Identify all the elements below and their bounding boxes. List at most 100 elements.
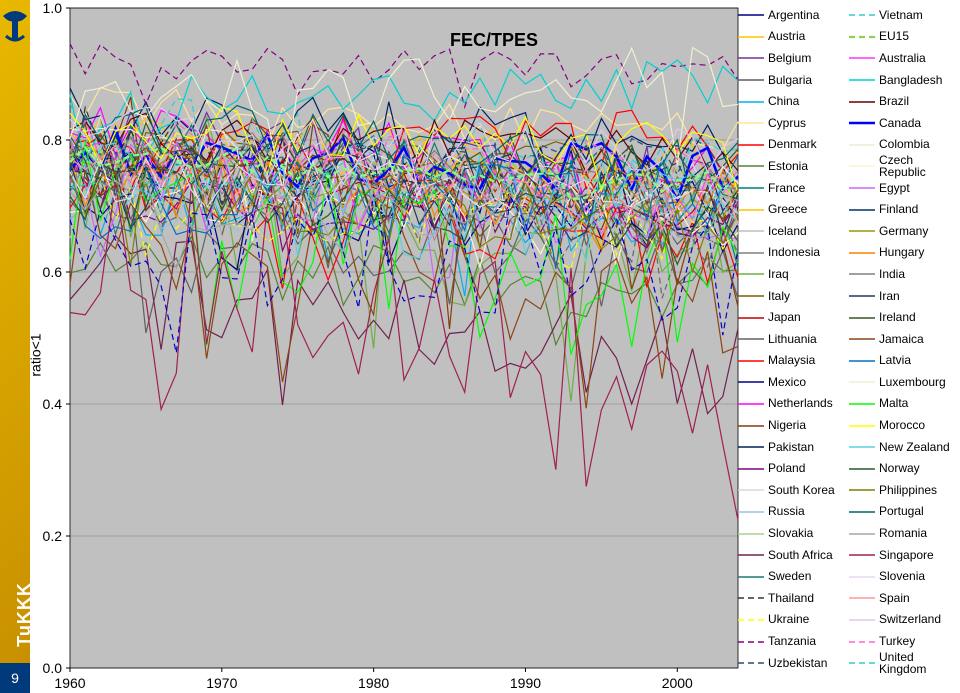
legend-item: Germany (849, 220, 960, 242)
legend-item: Italy (738, 285, 849, 307)
legend-item: Finland (849, 198, 960, 220)
legend-item: Canada (849, 112, 960, 134)
legend-item: Norway (849, 457, 960, 479)
legend-label: Pakistan (768, 441, 814, 453)
svg-text:1970: 1970 (206, 675, 237, 691)
legend-label: China (768, 95, 799, 107)
legend-label: Romania (879, 527, 927, 539)
legend-label: Bulgaria (768, 74, 812, 86)
legend-label: Belgium (768, 52, 811, 64)
legend-label: Portugal (879, 505, 924, 517)
legend-label: South Korea (768, 484, 835, 496)
legend-label: Canada (879, 117, 921, 129)
svg-text:0.0: 0.0 (43, 660, 63, 676)
legend-item: South Korea (738, 479, 849, 501)
legend-label: Ireland (879, 311, 916, 323)
legend-item: Iran (849, 285, 960, 307)
legend-label: Iraq (768, 268, 789, 280)
legend-label: Tanzania (768, 635, 816, 647)
legend-label: Cyprus (768, 117, 806, 129)
legend-label: Brazil (879, 95, 909, 107)
legend-item: Iceland (738, 220, 849, 242)
legend-item: Malaysia (738, 350, 849, 372)
legend-label: United Kingdom (879, 651, 960, 675)
legend-label: Luxembourg (879, 376, 946, 388)
legend-label: Latvia (879, 354, 911, 366)
legend-item: Belgium (738, 47, 849, 69)
legend-item: New Zealand (849, 436, 960, 458)
legend-label: Vietnam (879, 9, 923, 21)
legend-item: Austria (738, 26, 849, 48)
legend-label: Sweden (768, 570, 811, 582)
legend-label: Czech Republic (879, 154, 960, 178)
legend-item: Spain (849, 587, 960, 609)
legend-item: Philippines (849, 479, 960, 501)
legend-item: Tanzania (738, 630, 849, 652)
svg-text:0.4: 0.4 (43, 396, 63, 412)
legend-label: Estonia (768, 160, 808, 172)
legend-item: South Africa (738, 544, 849, 566)
legend-label: Norway (879, 462, 920, 474)
legend-label: Ukraine (768, 613, 809, 625)
legend-item: Netherlands (738, 393, 849, 415)
legend-item: Russia (738, 501, 849, 523)
legend-label: Jamaica (879, 333, 924, 345)
legend-label: Uzbekistan (768, 657, 827, 669)
legend-label: EU15 (879, 30, 909, 42)
legend-item: Mexico (738, 371, 849, 393)
legend-label: Iran (879, 290, 900, 302)
legend-item: Estonia (738, 155, 849, 177)
legend-label: South Africa (768, 549, 833, 561)
legend-label: Switzerland (879, 613, 941, 625)
legend-item: Latvia (849, 350, 960, 372)
legend-item: Czech Republic (849, 155, 960, 177)
svg-text:1960: 1960 (54, 675, 85, 691)
legend-item: Hungary (849, 242, 960, 264)
legend-item: Nigeria (738, 414, 849, 436)
legend-item: Thailand (738, 587, 849, 609)
legend-item: Poland (738, 457, 849, 479)
legend-label: Argentina (768, 9, 819, 21)
legend-item: Cyprus (738, 112, 849, 134)
brand-logo-icon (0, 6, 30, 56)
legend-item: Morocco (849, 414, 960, 436)
legend-label: Russia (768, 505, 805, 517)
legend-label: Egypt (879, 182, 910, 194)
legend-label: Netherlands (768, 397, 833, 409)
legend-label: Indonesia (768, 246, 820, 258)
legend-item: Ukraine (738, 609, 849, 631)
legend-item: Bulgaria (738, 69, 849, 91)
legend-item: Luxembourg (849, 371, 960, 393)
legend-label: Australia (879, 52, 926, 64)
legend-label: Morocco (879, 419, 925, 431)
legend-item: India (849, 263, 960, 285)
legend-item: Pakistan (738, 436, 849, 458)
legend-item: Australia (849, 47, 960, 69)
legend-item: Slovenia (849, 565, 960, 587)
legend-label: Greece (768, 203, 807, 215)
legend-label: Spain (879, 592, 910, 604)
legend-label: Finland (879, 203, 918, 215)
legend-item: Singapore (849, 544, 960, 566)
legend-item: EU15 (849, 26, 960, 48)
legend-item: United Kingdom (849, 652, 960, 674)
legend-label: Malaysia (768, 354, 815, 366)
legend-label: Nigeria (768, 419, 806, 431)
legend-label: Singapore (879, 549, 934, 561)
legend-item: Romania (849, 522, 960, 544)
legend-item: Sweden (738, 565, 849, 587)
legend-item: Lithuania (738, 328, 849, 350)
legend-label: Japan (768, 311, 801, 323)
legend-label: Italy (768, 290, 790, 302)
slide-sidebar: TuKKK 9 (0, 0, 30, 693)
legend-label: Slovakia (768, 527, 813, 539)
legend-label: Slovenia (879, 570, 925, 582)
legend-label: India (879, 268, 905, 280)
svg-text:2000: 2000 (662, 675, 693, 691)
legend-item: Portugal (849, 501, 960, 523)
legend-label: France (768, 182, 805, 194)
legend-label: Bangladesh (879, 74, 942, 86)
legend-item: Brazil (849, 90, 960, 112)
legend-item: Turkey (849, 630, 960, 652)
legend-item: Greece (738, 198, 849, 220)
